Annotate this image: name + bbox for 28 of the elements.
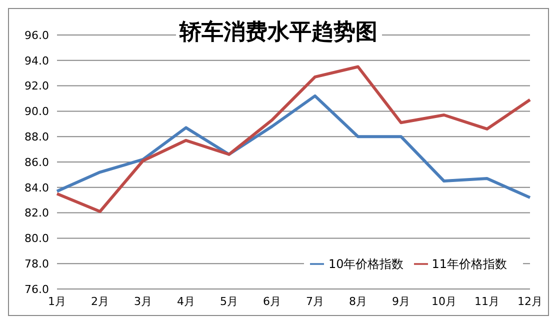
y-tick-label: 86.0 xyxy=(24,156,49,169)
y-tick-label: 96.0 xyxy=(24,28,49,42)
x-tick-label: 8月 xyxy=(349,294,367,308)
legend-label: 10年价格指数 xyxy=(328,257,404,271)
x-tick-label: 2月 xyxy=(91,294,109,308)
legend-label: 11年价格指数 xyxy=(432,257,507,271)
x-tick-label: 9月 xyxy=(392,294,410,308)
y-tick-label: 94.0 xyxy=(24,54,49,68)
y-tick-label: 78.0 xyxy=(24,258,49,271)
y-tick-label: 88.0 xyxy=(24,130,49,144)
y-tick-label: 82.0 xyxy=(24,206,49,220)
x-tick-label: 3月 xyxy=(134,294,152,308)
x-tick-label: 10月 xyxy=(432,294,456,308)
x-tick-label: 11月 xyxy=(474,294,500,308)
x-tick-label: 1月 xyxy=(48,294,66,308)
y-tick-label: 90.0 xyxy=(24,105,49,118)
y-tick-label: 84.0 xyxy=(24,181,49,194)
x-tick-label: 5月 xyxy=(220,294,238,308)
chart-title: 轿车消费水平趋势图 xyxy=(176,19,382,45)
y-tick-label: 80.0 xyxy=(24,232,49,246)
x-tick-label: 6月 xyxy=(263,294,281,308)
y-tick-label: 76.0 xyxy=(24,282,49,296)
line-series xyxy=(56,65,532,214)
x-tick-label: 7月 xyxy=(306,294,324,308)
y-tick-label: 92.0 xyxy=(24,80,49,93)
x-tick-label: 4月 xyxy=(177,294,195,308)
line-series xyxy=(56,94,532,200)
x-tick-label: 12月 xyxy=(518,294,542,308)
